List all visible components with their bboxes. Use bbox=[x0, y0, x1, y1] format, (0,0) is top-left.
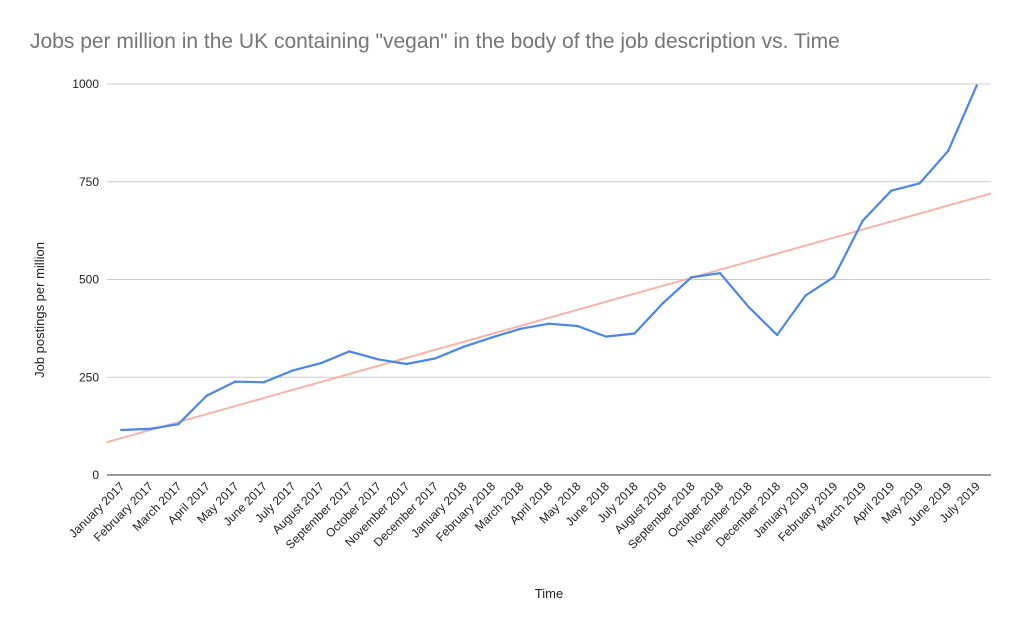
data-point bbox=[519, 327, 522, 330]
data-point bbox=[148, 427, 151, 431]
data-point bbox=[262, 381, 266, 384]
data-point bbox=[690, 275, 693, 279]
data-point bbox=[661, 301, 665, 305]
data-point bbox=[547, 322, 551, 325]
data-point bbox=[718, 272, 722, 275]
data-point bbox=[490, 336, 494, 339]
data-point bbox=[177, 422, 180, 426]
series-lines bbox=[106, 84, 992, 444]
trendline bbox=[106, 192, 992, 444]
data-point bbox=[604, 335, 608, 338]
data-point bbox=[234, 380, 237, 383]
gridlines bbox=[107, 83, 991, 476]
x-axis-label: Time bbox=[535, 586, 563, 601]
data-point bbox=[947, 149, 950, 153]
data-point bbox=[775, 333, 779, 337]
data-point bbox=[832, 275, 836, 278]
y-tick-label: 250 bbox=[79, 370, 99, 384]
data-point bbox=[747, 305, 750, 309]
data-point bbox=[376, 358, 380, 361]
y-tick-label: 0 bbox=[92, 468, 99, 482]
data-point bbox=[405, 362, 408, 366]
data-point bbox=[889, 189, 893, 192]
data-point bbox=[576, 324, 579, 328]
chart-title: Jobs per million in the UK containing "v… bbox=[30, 30, 840, 53]
data-point bbox=[633, 332, 636, 335]
data-point bbox=[462, 345, 465, 348]
data-point bbox=[918, 182, 921, 185]
data-point bbox=[291, 369, 294, 372]
data-point bbox=[433, 357, 437, 360]
data-point bbox=[975, 84, 978, 87]
y-axis-label: Job postings per million bbox=[32, 242, 47, 378]
data-point bbox=[319, 361, 323, 365]
series-line bbox=[120, 84, 978, 432]
data-point bbox=[861, 219, 864, 223]
y-tick-label: 1000 bbox=[72, 77, 99, 91]
data-point bbox=[205, 394, 209, 397]
data-point bbox=[348, 350, 351, 353]
y-tick-label: 500 bbox=[79, 273, 99, 287]
data-point bbox=[120, 428, 123, 432]
data-point bbox=[804, 294, 807, 297]
y-tick-label: 750 bbox=[79, 175, 99, 189]
y-axis-ticks: 0 250 500 750 1000 bbox=[72, 77, 99, 482]
